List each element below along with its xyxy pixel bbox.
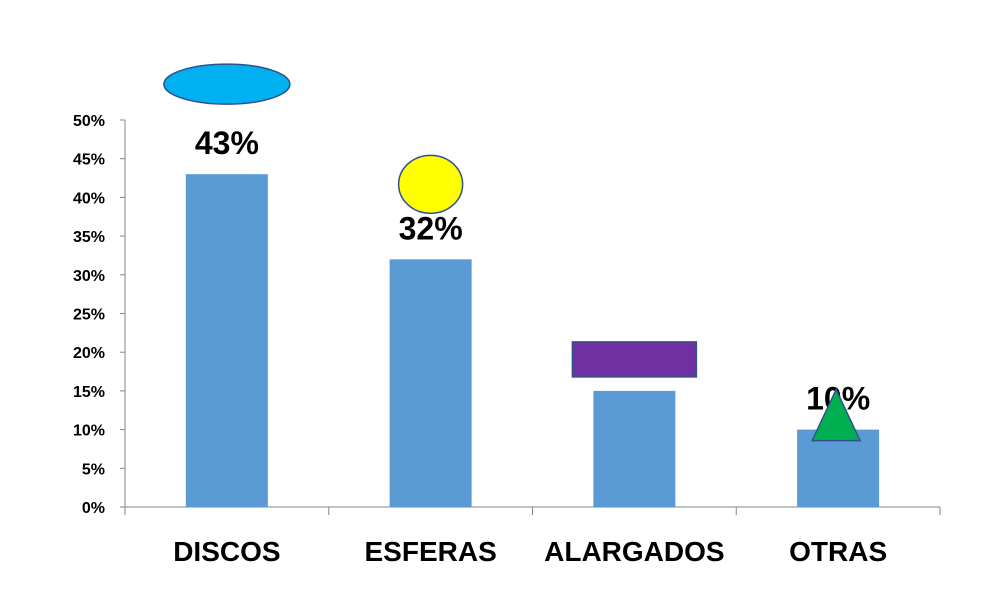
bar-discos bbox=[185, 174, 268, 507]
y-tick-label: 30% bbox=[73, 268, 105, 285]
y-tick-label: 20% bbox=[73, 345, 105, 362]
y-tick-label: 0% bbox=[82, 500, 105, 517]
icons-layer bbox=[163, 63, 862, 442]
rectangle-icon bbox=[571, 341, 698, 378]
y-tick-label: 50% bbox=[73, 113, 105, 130]
y-tick-label: 5% bbox=[82, 461, 105, 478]
y-tick-label: 15% bbox=[73, 384, 105, 401]
bar-esferas bbox=[389, 259, 472, 507]
y-tick-label: 40% bbox=[73, 190, 105, 207]
axes-layer: 0% 5% 10% 15% 20% 25% 30% 35% 40% 45% 50% bbox=[73, 113, 941, 517]
y-tick-label: 45% bbox=[73, 152, 105, 169]
bars-layer bbox=[185, 174, 880, 507]
category-label: ALARGADOS bbox=[544, 536, 724, 567]
y-tick-label: 35% bbox=[73, 229, 105, 246]
category-label: OTRAS bbox=[789, 536, 887, 567]
category-label: ESFERAS bbox=[365, 536, 497, 567]
bar-alargados bbox=[593, 390, 676, 507]
data-label: 43% bbox=[195, 125, 259, 161]
data-label: 32% bbox=[399, 210, 463, 246]
y-tick-label: 10% bbox=[73, 423, 105, 440]
circle-icon bbox=[397, 154, 464, 215]
ellipse-icon bbox=[163, 63, 291, 105]
category-label: DISCOS bbox=[173, 536, 280, 567]
bar-otras bbox=[797, 429, 880, 507]
y-tick-label: 25% bbox=[73, 307, 105, 324]
triangle-icon bbox=[810, 387, 862, 442]
